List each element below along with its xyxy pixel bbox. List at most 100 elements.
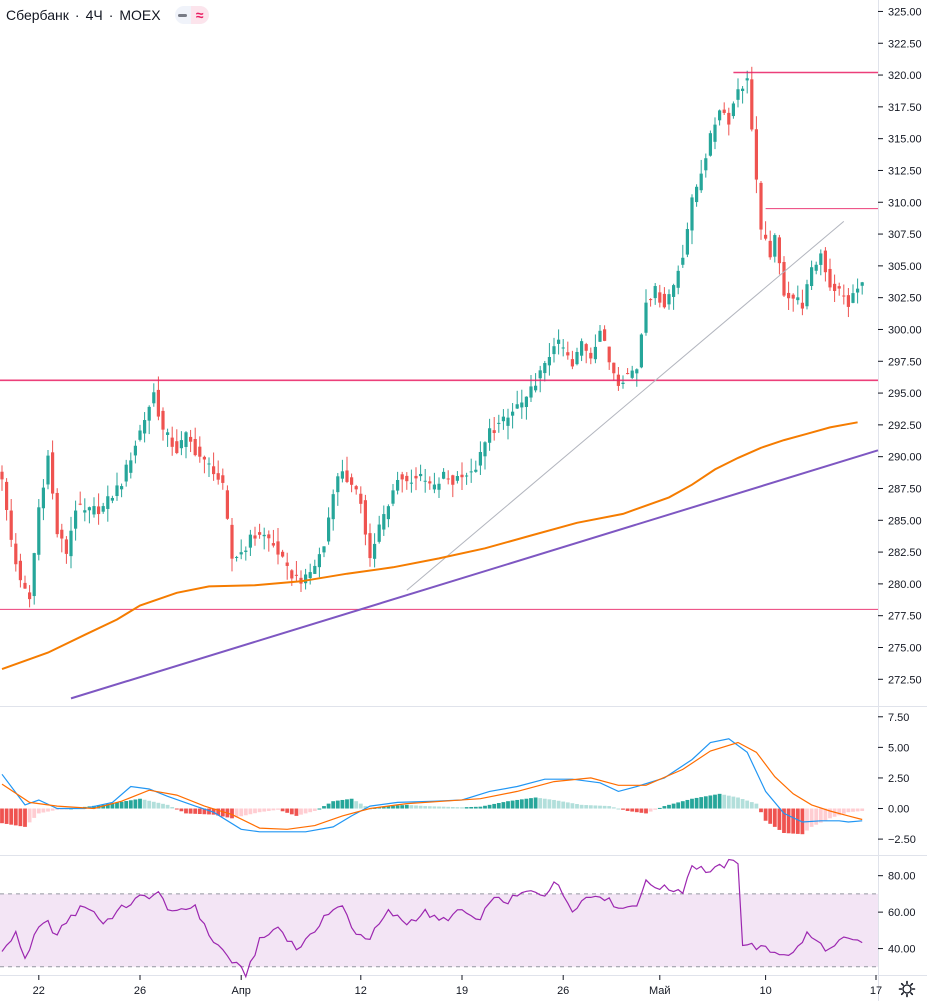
- macd-histogram-bar: [335, 800, 340, 809]
- candle-body: [193, 438, 197, 456]
- macd-histogram-bar: [478, 806, 483, 809]
- price-axis-tick-label: 315.00: [888, 134, 922, 146]
- macd-histogram-bar: [782, 808, 786, 833]
- candle-body: [685, 229, 689, 255]
- candle-body: [184, 432, 188, 447]
- candle-body: [460, 474, 464, 478]
- candle-body: [294, 574, 298, 576]
- macd-histogram-bar: [777, 808, 782, 830]
- macd-axis-tick-label: −2.50: [888, 834, 916, 846]
- candle-body: [262, 534, 266, 537]
- macd-histogram-bar: [138, 798, 142, 809]
- candle-body: [386, 506, 390, 520]
- macd-histogram-bar: [110, 803, 115, 809]
- candle-body: [281, 551, 285, 557]
- macd-histogram-bar: [450, 806, 455, 809]
- macd-histogram-bar: [322, 806, 326, 809]
- candle-body: [543, 363, 547, 374]
- macd-histogram-bar: [432, 806, 437, 809]
- macd-histogram-bar: [197, 808, 202, 815]
- minus-icon[interactable]: [175, 6, 191, 24]
- macd-histogram-bar: [653, 808, 658, 810]
- macd-histogram-bar: [308, 808, 313, 813]
- macd-histogram-bar: [786, 808, 791, 834]
- macd-axis-tick-label: 2.50: [888, 773, 909, 785]
- macd-histogram-bar: [768, 808, 773, 824]
- candle-body: [851, 293, 855, 303]
- macd-histogram-bar: [542, 798, 547, 809]
- macd-histogram-bar: [621, 808, 625, 810]
- candle-body: [846, 295, 850, 307]
- gear-icon[interactable]: [896, 978, 918, 1000]
- macd-histogram-bar: [841, 808, 846, 814]
- macd-histogram-bar: [717, 793, 722, 809]
- macd-histogram-bar: [151, 801, 156, 809]
- macd-histogram-bar: [331, 801, 336, 809]
- candle-body: [580, 341, 584, 356]
- macd-histogram-bar: [639, 808, 644, 813]
- price-axis-tick-label: 325.00: [888, 6, 922, 18]
- candle-body: [409, 482, 413, 484]
- candle-body: [9, 510, 13, 540]
- candle-body: [423, 480, 427, 482]
- macd-histogram-bar: [607, 806, 612, 809]
- price-axis-tick-label: 310.00: [888, 197, 922, 209]
- exchange-label: MOEX: [119, 7, 161, 23]
- candle-body: [267, 534, 271, 539]
- candle-body: [455, 476, 459, 481]
- price-axis-tick-label: 280.00: [888, 579, 922, 591]
- macd-histogram-bar: [294, 808, 299, 816]
- candle-body: [483, 442, 487, 457]
- macd-histogram-bar: [473, 806, 478, 809]
- legend-pill[interactable]: ≈: [174, 6, 209, 24]
- macd-histogram-bar: [584, 805, 589, 809]
- macd-histogram-bar: [234, 808, 239, 818]
- macd-histogram-bar: [611, 807, 616, 809]
- candle-body: [92, 506, 96, 515]
- candle-body: [520, 402, 524, 408]
- macd-histogram-bar: [694, 797, 699, 809]
- macd-histogram-bar: [105, 804, 110, 809]
- macd-histogram-bar: [423, 806, 428, 809]
- candle-body: [14, 543, 18, 565]
- macd-histogram-bar: [193, 808, 198, 814]
- wave-icon[interactable]: ≈: [190, 6, 209, 24]
- candle-body: [676, 270, 680, 288]
- macd-histogram-bar: [644, 808, 648, 814]
- macd-histogram-bar: [657, 807, 662, 809]
- candle-body: [69, 530, 73, 557]
- macd-histogram-bar: [749, 802, 754, 809]
- candle-body: [534, 385, 538, 391]
- macd-histogram-bar: [814, 808, 819, 825]
- moving-average-line: [1, 421, 858, 671]
- macd-histogram-bar: [248, 808, 253, 815]
- macd-axis-tick-label: 7.50: [888, 712, 909, 724]
- macd-histogram-bar: [414, 805, 418, 809]
- macd-histogram-bar: [4, 808, 9, 824]
- candle-body: [317, 554, 321, 568]
- candle-body: [515, 404, 519, 409]
- candle-body: [736, 89, 740, 100]
- candle-body: [639, 334, 643, 368]
- macd-histogram-bar: [501, 802, 506, 809]
- macd-histogram-bar: [492, 803, 497, 809]
- macd-histogram-bar: [119, 801, 124, 809]
- candle-body: [451, 475, 455, 485]
- candle-body: [331, 494, 335, 520]
- candle-body: [782, 261, 786, 296]
- candle-body: [179, 440, 183, 449]
- candle-body: [713, 124, 717, 142]
- candle-body: [304, 574, 308, 584]
- candle-body: [690, 197, 694, 231]
- macd-histogram-bar: [161, 803, 165, 809]
- candle-body: [377, 524, 381, 542]
- candle-body: [55, 492, 59, 535]
- macd-histogram-bar: [506, 801, 510, 809]
- macd-histogram-bar: [552, 799, 556, 809]
- rsi-axis-tick-label: 40.00: [888, 944, 916, 956]
- interval-label: 4Ч: [85, 7, 103, 23]
- candle-body: [336, 476, 340, 493]
- time-axis-tick-label: Апр: [231, 985, 250, 997]
- macd-histogram-bar: [381, 806, 386, 809]
